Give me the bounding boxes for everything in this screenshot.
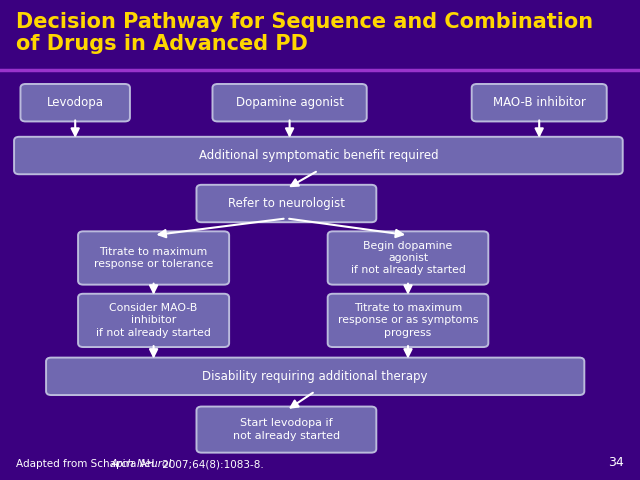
- Text: Refer to neurologist: Refer to neurologist: [228, 197, 345, 210]
- FancyBboxPatch shape: [196, 407, 376, 453]
- Text: Adapted from Schapira AH.: Adapted from Schapira AH.: [16, 459, 161, 469]
- FancyBboxPatch shape: [472, 84, 607, 121]
- Text: Titrate to maximum
response or as symptoms
progress: Titrate to maximum response or as sympto…: [338, 303, 478, 338]
- Text: MAO-B inhibitor: MAO-B inhibitor: [493, 96, 586, 109]
- FancyBboxPatch shape: [46, 358, 584, 395]
- FancyBboxPatch shape: [14, 137, 623, 174]
- Text: of Drugs in Advanced PD: of Drugs in Advanced PD: [16, 34, 308, 54]
- Text: Levodopa: Levodopa: [47, 96, 104, 109]
- Text: 34: 34: [608, 456, 624, 469]
- Text: Consider MAO-B
inhibitor
if not already started: Consider MAO-B inhibitor if not already …: [96, 303, 211, 338]
- Text: Titrate to maximum
response or tolerance: Titrate to maximum response or tolerance: [94, 247, 213, 269]
- FancyBboxPatch shape: [78, 294, 229, 347]
- Text: Decision Pathway for Sequence and Combination: Decision Pathway for Sequence and Combin…: [16, 12, 593, 32]
- FancyBboxPatch shape: [20, 84, 130, 121]
- FancyBboxPatch shape: [328, 294, 488, 347]
- Text: Start levodopa if
not already started: Start levodopa if not already started: [233, 419, 340, 441]
- Text: Arch Neurol: Arch Neurol: [111, 459, 172, 469]
- Text: Disability requiring additional therapy: Disability requiring additional therapy: [202, 370, 428, 383]
- Text: Additional symptomatic benefit required: Additional symptomatic benefit required: [198, 149, 438, 162]
- FancyBboxPatch shape: [196, 185, 376, 222]
- FancyBboxPatch shape: [328, 231, 488, 285]
- Text: 2007;64(8):1083-8.: 2007;64(8):1083-8.: [159, 459, 264, 469]
- Text: Begin dopamine
agonist
if not already started: Begin dopamine agonist if not already st…: [351, 240, 465, 276]
- Text: Dopamine agonist: Dopamine agonist: [236, 96, 344, 109]
- FancyBboxPatch shape: [212, 84, 367, 121]
- FancyBboxPatch shape: [78, 231, 229, 285]
